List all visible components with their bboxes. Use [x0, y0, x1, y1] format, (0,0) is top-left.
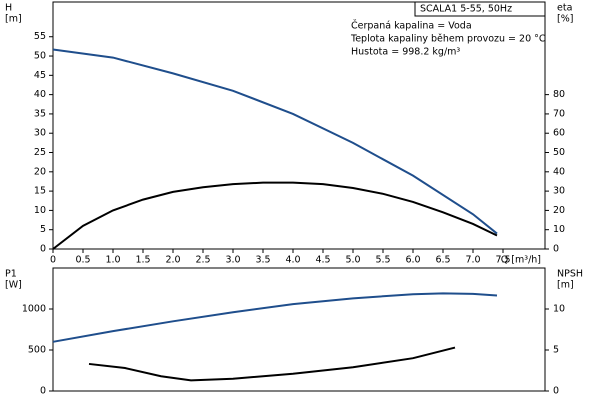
annotation: Hustota = 998.2 kg/m³	[351, 47, 460, 58]
y-tick-label: 10	[34, 205, 46, 216]
chart-title: SCALA1 5-55, 50Hz	[420, 4, 512, 15]
y-tick-label: 500	[28, 345, 46, 356]
y2-tick-label: 20	[553, 205, 565, 216]
x-tick-label: 6.5	[435, 255, 450, 266]
x-tick-label: 5.0	[345, 255, 360, 266]
y2-axis-label: NPSH	[557, 269, 583, 280]
y2-tick-label: 0	[553, 386, 559, 397]
x-tick-label: 5.5	[375, 255, 390, 266]
curve	[88, 346, 456, 382]
plot-frame	[52, 267, 546, 392]
y2-axis-label: eta	[557, 3, 572, 14]
curve	[52, 48, 498, 235]
y2-tick-label: 70	[553, 108, 565, 119]
x-axis-label: Q [m³/h]	[501, 255, 541, 266]
y-axis-label: H	[5, 3, 12, 14]
x-tick-label: 4.5	[315, 255, 330, 266]
y-tick-label: 25	[34, 147, 46, 158]
x-tick-label: 2.5	[195, 255, 210, 266]
title-box	[414, 1, 546, 17]
x-tick-label: 1.5	[135, 255, 150, 266]
y-axis-label: [m]	[5, 14, 22, 25]
plot-frame	[52, 1, 546, 250]
curve	[52, 181, 498, 250]
y-tick-label: 0	[40, 386, 46, 397]
y-tick-label: 35	[34, 108, 46, 119]
x-tick-label: 3.0	[225, 255, 240, 266]
y2-axis-label: [m]	[557, 280, 574, 291]
y-tick-label: 55	[34, 31, 46, 42]
y-tick-label: 20	[34, 166, 46, 177]
y2-tick-label: 5	[553, 345, 559, 356]
annotation: Teplota kapaliny během provozu = 20 °C	[350, 34, 546, 45]
y-tick-label: 45	[34, 70, 46, 81]
y-tick-label: 15	[34, 186, 46, 197]
x-tick-label: 3.5	[255, 255, 270, 266]
y-tick-label: 30	[34, 128, 46, 139]
x-tick-label: 2.0	[165, 255, 180, 266]
y-tick-label: 5	[40, 224, 46, 235]
y2-tick-label: 80	[553, 89, 565, 100]
y2-tick-label: 10	[553, 304, 565, 315]
y2-tick-label: 60	[553, 128, 565, 139]
x-tick-label: 7.0	[465, 255, 480, 266]
y-tick-label: 1000	[22, 304, 46, 315]
curve	[52, 292, 498, 343]
annotation: Čerpaná kapalina = Voda	[351, 20, 472, 32]
x-tick-label: 4.0	[285, 255, 300, 266]
x-tick-label: 1.0	[105, 255, 120, 266]
y-axis-label: [W]	[5, 280, 22, 291]
y-axis-label: P1	[5, 269, 17, 280]
y2-tick-label: 10	[553, 224, 565, 235]
y-tick-label: 40	[34, 89, 46, 100]
y-tick-label: 50	[34, 51, 46, 62]
x-tick-label: 0	[50, 255, 56, 266]
x-tick-label: 6.0	[405, 255, 420, 266]
x-tick-label: 7.5	[495, 255, 510, 266]
y2-tick-label: 50	[553, 147, 565, 158]
y2-tick-label: 40	[553, 166, 565, 177]
y2-axis-label: [%]	[557, 14, 573, 25]
y2-tick-label: 0	[553, 244, 559, 255]
y-tick-label: 0	[40, 244, 46, 255]
y2-tick-label: 30	[553, 186, 565, 197]
x-tick-label: 0.5	[75, 255, 90, 266]
